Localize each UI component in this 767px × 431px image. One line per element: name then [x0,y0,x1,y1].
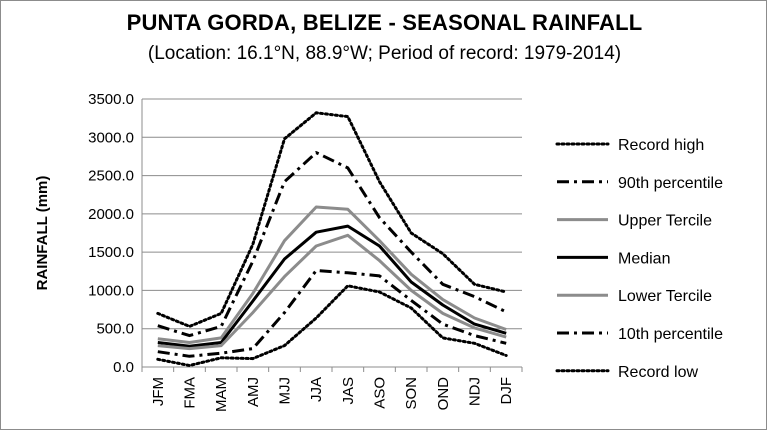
x-tick-label: SON [403,377,420,410]
x-tick-label: JJA [308,377,325,402]
x-tick-label: AMJ [245,377,262,407]
series-line [157,233,507,351]
chart-subtitle: (Location: 16.1°N, 88.9°W; Period of rec… [147,43,622,64]
series-line [157,205,507,344]
legend-label: 10th percentile [618,326,723,343]
x-tick-label: MAM [213,377,230,412]
y-tick-label: 3500.0 [88,91,134,108]
series-line [157,269,507,358]
y-tick-label: 0.0 [113,359,134,376]
legend-label: Record high [618,137,704,154]
legend-label: 90th percentile [618,175,723,192]
series-line [156,284,508,367]
x-tick-label: FMA [182,377,199,409]
y-tick-label: 1500.0 [88,244,134,261]
y-tick-label: 3000.0 [88,129,134,146]
series-line [157,151,507,338]
x-tick-label: ASO [372,377,389,409]
y-tick-label: 500.0 [96,321,134,338]
x-tick-label: OND [435,377,452,411]
x-tick-label: JAS [340,377,357,405]
x-tick-label: DJF [498,377,515,405]
x-tick-label: MJJ [277,377,294,405]
chart-title: PUNTA GORDA, BELIZE - SEASONAL RAINFALL [126,10,643,35]
legend-label: Upper Tercile [618,213,712,230]
legend-label: Median [618,250,670,267]
legend-label: Record low [618,364,698,381]
legend-label: Lower Tercile [618,288,712,305]
series-line [156,111,508,328]
x-tick-label: JFM [150,377,167,406]
x-tick-label: NDJ [467,377,484,406]
y-tick-label: 2000.0 [88,206,134,223]
series-line [157,224,507,348]
y-axis-title: RAINFALL (mm) [34,176,51,291]
y-tick-label: 1000.0 [88,282,134,299]
y-tick-label: 2500.0 [88,168,134,185]
